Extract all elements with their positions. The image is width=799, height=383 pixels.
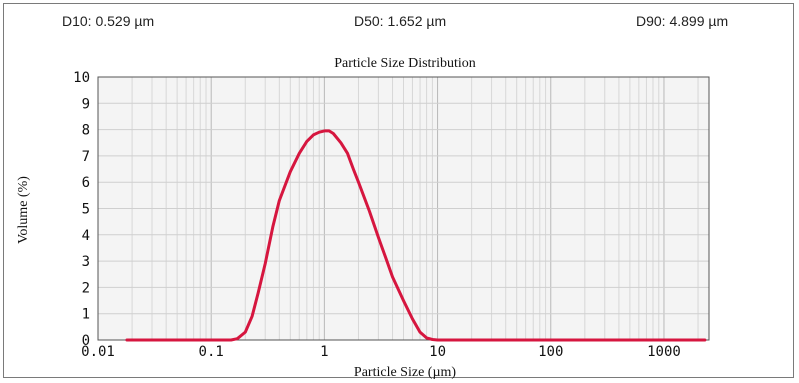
y-tick-label: 5 xyxy=(82,202,90,218)
y-tick-label: 6 xyxy=(82,175,90,191)
distribution-line xyxy=(125,129,707,342)
y-tick-label: 1 xyxy=(82,307,90,323)
y-tick-label: 2 xyxy=(82,280,90,296)
plot-border xyxy=(97,76,710,341)
y-tick-label: 0 xyxy=(82,333,90,349)
x-axis-label: Particle Size (µm) xyxy=(354,365,456,380)
x-tick-label: 1000 xyxy=(647,344,681,360)
chart-title: Particle Size Distribution xyxy=(334,56,476,71)
d90-stat: D90: 4.899 µm xyxy=(636,13,729,29)
d10-stat: D10: 0.529 µm xyxy=(62,13,155,29)
y-tick-label: 8 xyxy=(82,123,90,139)
y-tick-label: 7 xyxy=(82,149,90,165)
x-tick-label: 0.1 xyxy=(199,344,224,360)
y-axis-label: Volume (%) xyxy=(16,176,31,244)
x-tick-label: 1 xyxy=(320,344,328,360)
y-tick-label: 4 xyxy=(82,228,90,244)
y-tick-label: 9 xyxy=(82,96,90,112)
y-tick-label: 3 xyxy=(82,254,90,270)
x-tick-label: 10 xyxy=(429,344,446,360)
x-tick-label: 100 xyxy=(538,344,563,360)
y-tick-label: 10 xyxy=(73,70,90,86)
d50-stat: D50: 1.652 µm xyxy=(354,13,447,29)
x-tick-label: 0.01 xyxy=(81,344,115,360)
